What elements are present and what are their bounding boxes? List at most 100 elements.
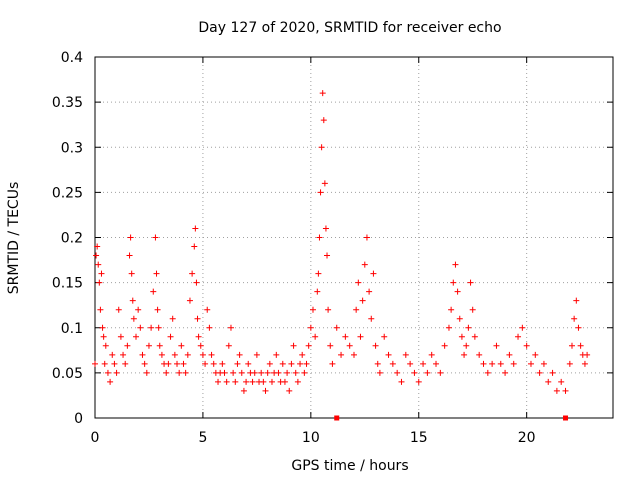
data-point bbox=[536, 369, 543, 376]
data-point bbox=[102, 342, 109, 349]
data-point bbox=[104, 369, 111, 376]
y-tick-label: 0.4 bbox=[61, 50, 83, 66]
data-point bbox=[327, 342, 334, 349]
data-point bbox=[158, 351, 165, 358]
data-point bbox=[415, 378, 422, 385]
data-point bbox=[321, 180, 328, 187]
data-point bbox=[92, 360, 98, 367]
data-point bbox=[454, 288, 461, 295]
data-point bbox=[428, 351, 435, 358]
data-point bbox=[238, 369, 245, 376]
data-point bbox=[359, 297, 366, 304]
data-point bbox=[433, 360, 440, 367]
data-point bbox=[133, 333, 140, 340]
data-point bbox=[465, 324, 472, 331]
data-point bbox=[97, 306, 104, 313]
data-point bbox=[262, 387, 269, 394]
data-point bbox=[445, 324, 452, 331]
data-point bbox=[210, 360, 217, 367]
data-point bbox=[493, 342, 500, 349]
data-point bbox=[273, 351, 280, 358]
data-point bbox=[189, 270, 196, 277]
data-point bbox=[324, 252, 331, 259]
data-point bbox=[502, 369, 509, 376]
data-point bbox=[174, 360, 181, 367]
data-point bbox=[458, 333, 465, 340]
data-point bbox=[368, 315, 375, 322]
gap-marker bbox=[563, 415, 569, 421]
data-point bbox=[346, 342, 353, 349]
data-point bbox=[153, 270, 160, 277]
data-point bbox=[245, 360, 252, 367]
x-tick-labels: 0 5 10 15 20 bbox=[91, 430, 536, 446]
data-point bbox=[165, 360, 172, 367]
data-point bbox=[467, 279, 474, 286]
data-point bbox=[154, 306, 161, 313]
data-point bbox=[135, 306, 142, 313]
data-point bbox=[441, 342, 448, 349]
data-point bbox=[152, 234, 159, 241]
data-point bbox=[258, 369, 265, 376]
data-point bbox=[115, 306, 122, 313]
data-point bbox=[155, 324, 162, 331]
data-point bbox=[402, 351, 409, 358]
data-point bbox=[107, 378, 114, 385]
data-point bbox=[471, 333, 478, 340]
data-point bbox=[156, 342, 163, 349]
data-point bbox=[128, 270, 135, 277]
data-point bbox=[199, 351, 206, 358]
data-point bbox=[549, 369, 556, 376]
data-point bbox=[284, 369, 291, 376]
data-point bbox=[452, 261, 459, 268]
data-point bbox=[456, 315, 463, 322]
data-point bbox=[394, 369, 401, 376]
data-point bbox=[176, 369, 183, 376]
data-point bbox=[407, 360, 414, 367]
data-point bbox=[117, 333, 124, 340]
data-point bbox=[182, 369, 189, 376]
data-point bbox=[584, 351, 591, 358]
data-point bbox=[141, 360, 148, 367]
data-point bbox=[264, 369, 271, 376]
y-tick-label: 0.25 bbox=[52, 185, 83, 201]
data-point bbox=[219, 360, 226, 367]
data-point bbox=[95, 261, 102, 268]
data-point bbox=[236, 351, 243, 358]
y-tick-label: 0.1 bbox=[61, 321, 83, 337]
data-point bbox=[148, 324, 155, 331]
data-point bbox=[357, 333, 364, 340]
y-tick-label: 0.3 bbox=[61, 140, 83, 156]
data-point bbox=[290, 342, 297, 349]
data-point bbox=[374, 360, 381, 367]
data-point bbox=[143, 369, 150, 376]
data-point bbox=[96, 279, 103, 286]
data-point bbox=[361, 261, 368, 268]
data-point bbox=[376, 369, 383, 376]
data-point bbox=[124, 342, 131, 349]
data-point bbox=[577, 342, 584, 349]
data-point bbox=[527, 360, 534, 367]
data-point bbox=[437, 369, 444, 376]
gap-marker bbox=[334, 415, 340, 421]
data-point bbox=[317, 189, 324, 196]
data-point bbox=[171, 351, 178, 358]
data-point bbox=[221, 369, 228, 376]
data-point bbox=[370, 270, 377, 277]
data-point bbox=[372, 342, 379, 349]
data-point bbox=[385, 351, 392, 358]
data-point bbox=[318, 144, 325, 151]
data-point bbox=[195, 333, 202, 340]
data-point bbox=[316, 234, 323, 241]
data-point bbox=[523, 342, 530, 349]
data-point bbox=[519, 324, 526, 331]
data-point bbox=[193, 279, 200, 286]
data-point bbox=[510, 360, 517, 367]
y-tick-label: 0.35 bbox=[52, 95, 83, 111]
x-tick-label: 0 bbox=[91, 430, 100, 446]
data-point bbox=[398, 378, 405, 385]
y-tick-label: 0 bbox=[74, 411, 83, 427]
data-point bbox=[568, 342, 575, 349]
data-points bbox=[92, 90, 591, 394]
data-point bbox=[243, 378, 250, 385]
